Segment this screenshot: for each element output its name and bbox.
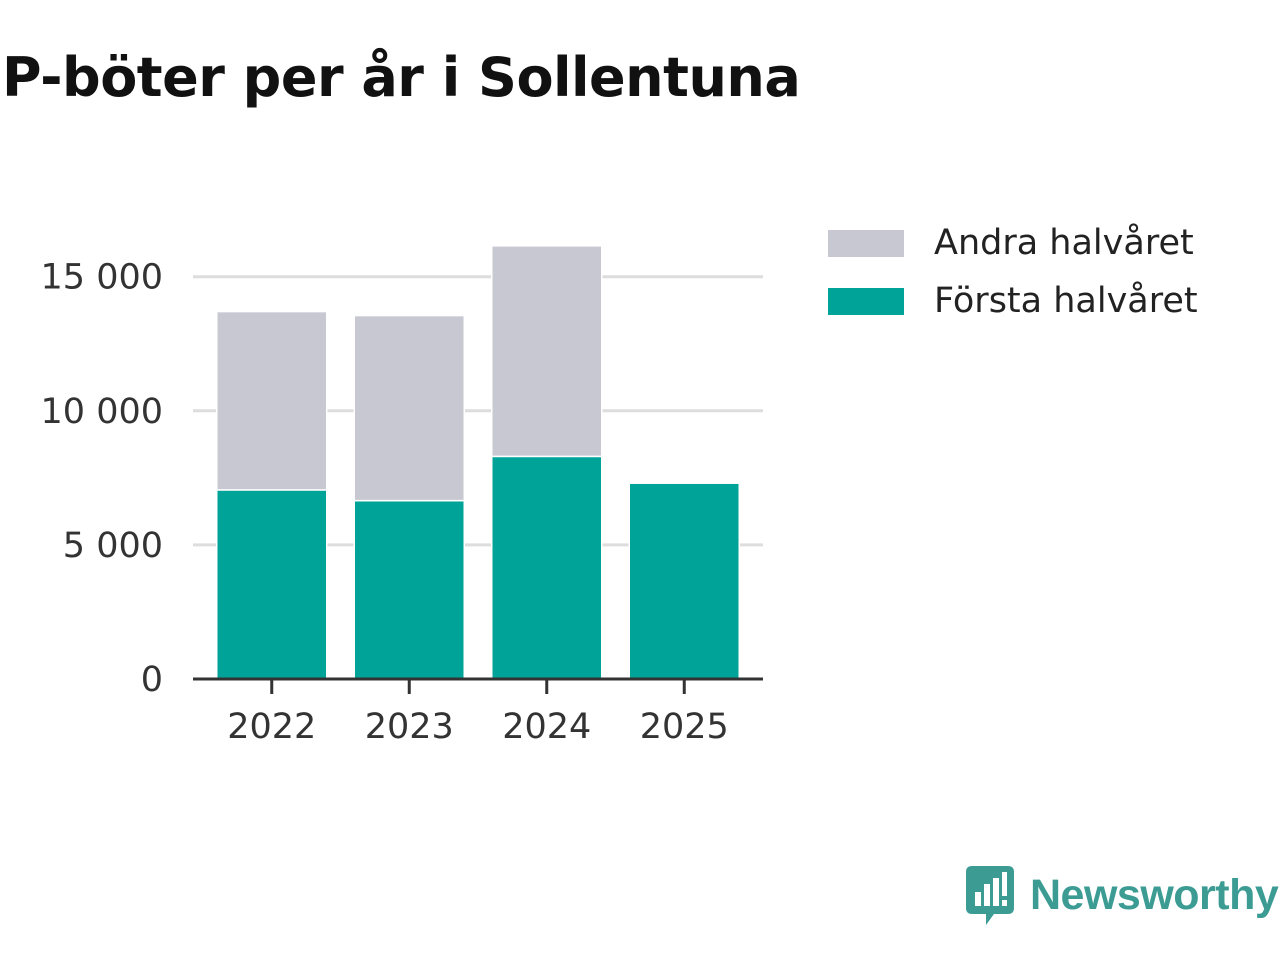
x-tick-label: 2022 (227, 707, 316, 747)
legend-label-andra: Andra halvåret (934, 223, 1194, 263)
bar-andra-2022 (216, 310, 328, 491)
bar-andra-2024 (491, 245, 603, 458)
legend: Andra halvåret Första halvåret (828, 214, 1198, 330)
legend-label-forsta: Första halvåret (934, 281, 1198, 321)
x-tick-label: 2025 (640, 707, 729, 747)
bar-chart: 0 5 000 10 000 15 000 2022 2023 2024 2025 (41, 245, 763, 747)
y-tick-label: 10 000 (41, 392, 163, 432)
legend-item-forsta: Första halvåret (828, 272, 1198, 330)
x-axis: 2022 2023 2024 2025 (193, 677, 763, 747)
bar-forsta-2024 (491, 455, 603, 680)
y-tick-label: 15 000 (41, 258, 163, 298)
legend-swatch-andra (828, 229, 904, 257)
bars (216, 245, 740, 680)
y-tick-label: 5 000 (63, 526, 163, 566)
bar-forsta-2025 (628, 482, 740, 680)
x-tick-label: 2024 (502, 707, 591, 747)
legend-swatch-forsta (828, 287, 904, 315)
chart-title: P-böter per år i Sollentuna (2, 46, 801, 109)
bar-forsta-2022 (216, 489, 328, 680)
legend-item-andra: Andra halvåret (828, 214, 1198, 272)
newsworthy-logo-icon (966, 866, 1014, 925)
brand-name: Newsworthy (1030, 870, 1279, 919)
brand-logo: Newsworthy (964, 864, 1279, 926)
bar-forsta-2023 (353, 499, 465, 680)
y-axis-labels: 0 5 000 10 000 15 000 (41, 258, 163, 700)
y-tick-label: 0 (141, 660, 163, 700)
x-tick-label: 2023 (365, 707, 454, 747)
bar-andra-2023 (353, 314, 465, 502)
